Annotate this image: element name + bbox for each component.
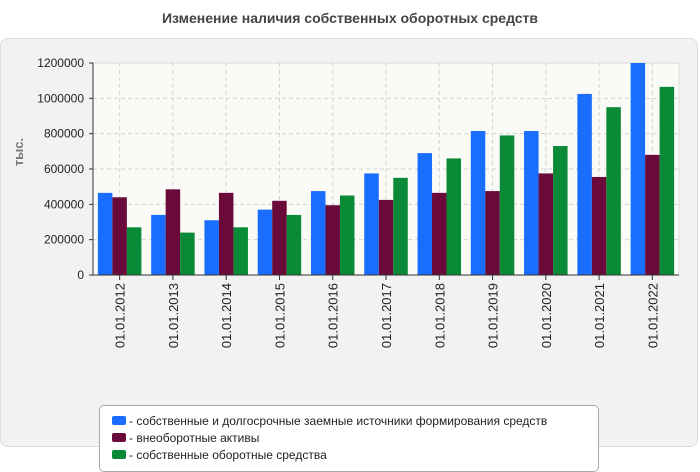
bar [180, 232, 195, 275]
bar [233, 227, 248, 275]
bar [112, 197, 127, 275]
bar [553, 146, 568, 275]
bar [204, 220, 219, 275]
bar [378, 199, 394, 275]
bar [432, 192, 447, 275]
legend-swatch [112, 450, 126, 459]
x-tick-label: 01.01.2015 [272, 283, 287, 348]
bar [310, 191, 326, 275]
y-tick-label: 600000 [44, 162, 84, 176]
x-tick-label: 01.01.2019 [486, 283, 501, 348]
bar [272, 200, 287, 275]
bar [470, 131, 486, 275]
legend-swatch [112, 416, 126, 425]
x-tick-label: 01.01.2014 [219, 283, 234, 348]
y-axis-label: тыс. [11, 138, 26, 166]
bar-chart: 0 200000 400000 600000 800000 1000000 1200000 0… [11, 56, 680, 348]
x-tick-label: 01.01.2021 [592, 283, 607, 348]
bar [339, 195, 355, 275]
bar [606, 107, 621, 276]
x-tick-label: 01.01.2016 [326, 283, 341, 348]
y-tick-label: 0 [77, 268, 84, 282]
bar [659, 86, 675, 275]
legend-label: - внеоборотные активы [129, 430, 260, 445]
x-tick-label: 01.01.2020 [539, 283, 554, 348]
bar [538, 173, 554, 275]
bar [286, 214, 302, 275]
bar [446, 158, 462, 275]
bar [126, 227, 142, 275]
bar [577, 93, 592, 275]
bar [417, 153, 433, 275]
x-tick-label: 01.01.2012 [113, 283, 128, 348]
bar [485, 191, 500, 275]
chart-title: Изменение наличия собственных оборотных … [161, 10, 539, 26]
legend: - собственные и долгосрочные заемные ист… [99, 405, 599, 472]
bar [257, 209, 273, 275]
legend-item[interactable]: - внеоборотные активы [112, 429, 598, 446]
bar [591, 176, 607, 275]
bar [364, 173, 379, 275]
x-tick-label: 01.01.2017 [379, 283, 394, 348]
y-tick-label: 1000000 [37, 91, 84, 105]
bar [630, 63, 646, 275]
bar [218, 192, 234, 275]
y-tick-label: 200000 [44, 233, 84, 247]
y-tick-label: 1200000 [37, 56, 84, 70]
bar [97, 192, 113, 275]
x-tick-label: 01.01.2018 [432, 283, 447, 348]
x-tick-label: 01.01.2013 [166, 283, 181, 348]
legend-swatch [112, 433, 126, 442]
legend-item[interactable]: - собственные и долгосрочные заемные ист… [112, 412, 598, 429]
bar [151, 214, 166, 275]
bar [165, 189, 181, 275]
bar [524, 131, 539, 275]
x-tick-label: 01.01.2022 [645, 283, 660, 348]
legend-item[interactable]: - собственные оборотные средства [112, 446, 598, 463]
bar [645, 154, 660, 275]
bar [393, 177, 408, 275]
y-tick-label: 800000 [44, 127, 84, 141]
y-tick-label: 400000 [44, 197, 84, 211]
bar [499, 135, 515, 275]
chart-panel: 0 200000 400000 600000 800000 1000000 1200000 0… [0, 38, 698, 472]
legend-label: - собственные и долгосрочные заемные ист… [129, 413, 548, 428]
bar [325, 205, 340, 275]
